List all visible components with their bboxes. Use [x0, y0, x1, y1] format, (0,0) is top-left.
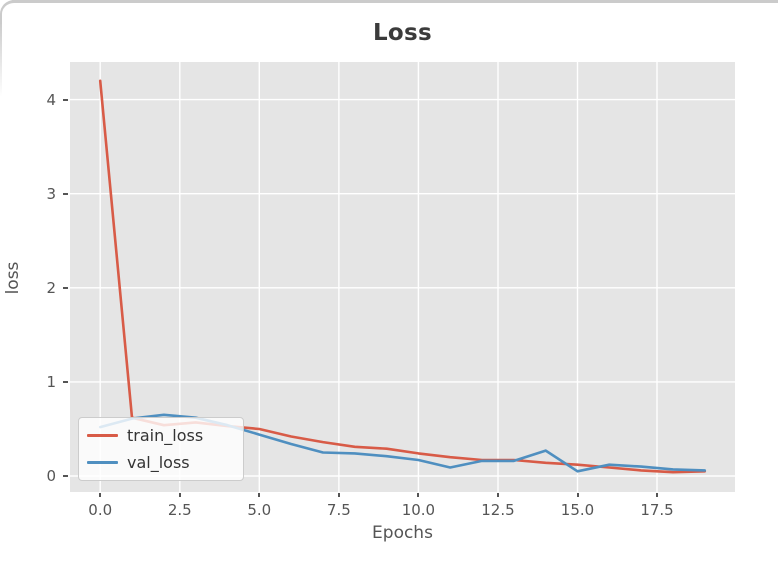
x-tick-mark: [178, 493, 181, 497]
x-tick-mark: [496, 493, 499, 497]
x-tick-label: 17.5: [640, 501, 674, 519]
legend: train_loss val_loss: [78, 417, 244, 481]
panel-left-border: [0, 22, 2, 97]
x-tick-mark: [99, 493, 102, 497]
legend-label-train-loss: train_loss: [127, 425, 204, 445]
y-tick-mark: [63, 98, 68, 101]
y-tick-mark: [63, 192, 68, 195]
x-tick-label: 0.0: [88, 501, 113, 519]
y-tick-label: 0: [46, 467, 56, 485]
panel-top-border: [12, 0, 778, 3]
x-tick-mark: [417, 493, 420, 497]
val-loss-line-swatch: [87, 461, 118, 464]
y-tick-label: 3: [46, 184, 56, 203]
legend-item-train-loss: train_loss: [87, 425, 235, 445]
x-tick-label: 12.5: [481, 501, 515, 519]
y-tick-mark: [63, 286, 68, 289]
x-tick-mark: [576, 493, 579, 497]
chart-title: Loss: [372, 20, 433, 46]
x-axis-label: Epochs: [372, 523, 433, 543]
y-tick-label: 2: [46, 278, 56, 297]
train-loss-line-swatch: [87, 434, 118, 437]
x-tick-label: 10.0: [401, 501, 436, 519]
x-tick-label: 7.5: [326, 501, 351, 519]
x-tick-label: 2.5: [167, 501, 192, 519]
x-tick-mark: [656, 493, 659, 497]
x-tick-label: 5.0: [247, 501, 272, 519]
y-tick-mark: [63, 380, 68, 383]
y-tick-label: 4: [46, 90, 56, 109]
y-axis-label: loss: [3, 261, 23, 295]
legend-label-val-loss: val_loss: [127, 452, 190, 472]
x-tick-label: 15.0: [560, 501, 595, 519]
x-tick-mark: [337, 493, 340, 497]
x-tick-mark: [258, 493, 261, 497]
y-tick-mark: [63, 475, 68, 477]
legend-item-val-loss: val_loss: [87, 452, 235, 472]
panel-corner-border: [0, 0, 24, 24]
y-tick-label: 1: [46, 372, 56, 391]
